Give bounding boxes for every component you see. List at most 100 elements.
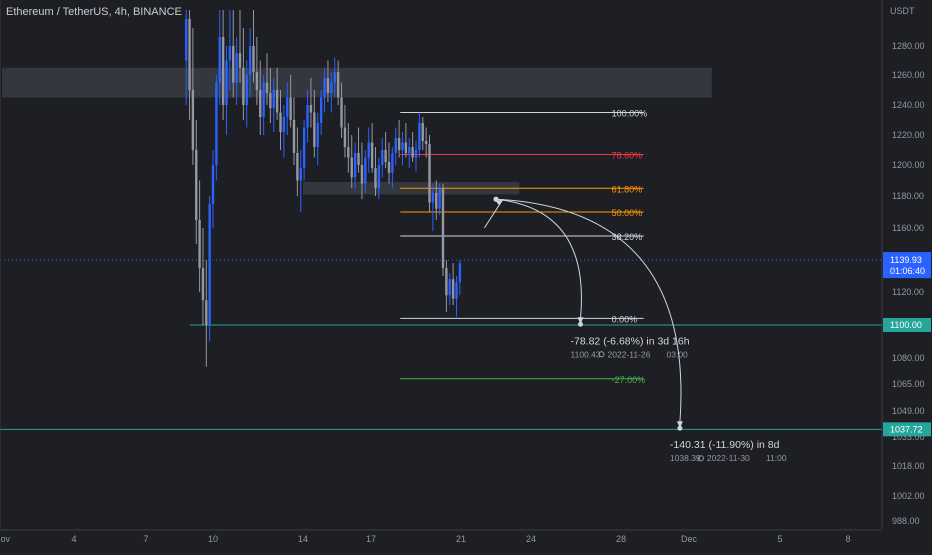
candle-body-51 <box>357 153 360 165</box>
x-tick-11: 8 <box>845 534 850 544</box>
projection-arrowhead-0 <box>577 317 584 325</box>
candle-body-8 <box>211 165 215 204</box>
candle-body-6 <box>205 300 208 325</box>
fib-label-3: 50.00% <box>612 208 643 218</box>
x-tick-5: 17 <box>366 534 376 544</box>
y-tick-1: 1260.00 <box>892 70 925 80</box>
y-tick-11: 1065.00 <box>892 379 925 389</box>
y-tick-16: 988.00 <box>892 516 920 526</box>
candle-body-67 <box>411 147 414 158</box>
projection-end-dot-1 <box>677 425 683 431</box>
candle-body-57 <box>377 165 381 189</box>
candle-body-22 <box>259 90 262 117</box>
level-badge-text-0: 1100.00 <box>890 320 922 330</box>
y-tick-15: 1002.00 <box>892 491 925 501</box>
candle-body-52 <box>360 165 364 184</box>
fib-label-1: 78.60% <box>612 151 643 161</box>
level-badge-text-1: 1037.72 <box>890 424 923 434</box>
candle-body-63 <box>397 138 401 150</box>
candle-body-39 <box>316 123 319 147</box>
candle-body-78 <box>448 279 451 296</box>
candle-body-9 <box>215 82 218 165</box>
candle-body-74 <box>435 192 438 209</box>
candle-body-54 <box>367 142 370 158</box>
candle-body-23 <box>262 82 265 117</box>
y-tick-4: 1200.00 <box>892 160 925 170</box>
fib-label-5: 0.00% <box>612 314 638 324</box>
candle-body-64 <box>401 142 404 150</box>
fib-label-2: 61.80% <box>612 184 643 194</box>
candle-body-30 <box>286 97 289 117</box>
candle-body-29 <box>282 117 286 132</box>
candle-body-47 <box>343 127 347 147</box>
x-tick-6: 21 <box>456 534 466 544</box>
projection-price-0: 1100.43 <box>571 349 601 359</box>
candle-body-1 <box>188 19 191 90</box>
candle-body-44 <box>333 72 336 83</box>
candle-body-15 <box>235 53 238 83</box>
candle-body-45 <box>336 72 340 98</box>
candle-body-10 <box>218 37 221 83</box>
x-tick-7: 24 <box>526 534 536 544</box>
candle-body-66 <box>408 147 411 153</box>
y-tick-3: 1220.00 <box>892 130 925 140</box>
candle-body-35 <box>302 127 306 169</box>
candle-body-21 <box>255 72 259 90</box>
x-tick-1: 4 <box>71 534 76 544</box>
current-price-value: 1139.93 <box>890 255 922 265</box>
candle-body-4 <box>198 220 201 268</box>
projection-arrowhead-1 <box>676 421 683 429</box>
candle-body-38 <box>313 112 316 147</box>
y-tick-5: 1180.00 <box>892 191 924 201</box>
candle-body-76 <box>441 188 445 268</box>
candle-body-61 <box>391 153 394 173</box>
candle-body-0 <box>185 19 188 61</box>
fib-label-6: -27.00% <box>612 375 646 385</box>
candle-body-43 <box>330 82 333 93</box>
candle-body-26 <box>272 90 275 108</box>
candle-body-25 <box>269 93 272 108</box>
x-tick-4: 14 <box>298 534 308 544</box>
chart-title: Ethereum / TetherUS, 4h, BINANCE <box>6 6 182 18</box>
candle-body-81 <box>458 263 462 283</box>
candle-body-34 <box>299 168 302 181</box>
candle-body-27 <box>275 90 279 113</box>
candle-body-40 <box>319 97 323 123</box>
candle-body-3 <box>195 150 198 220</box>
candle-body-37 <box>309 105 313 113</box>
candle-body-7 <box>208 204 211 325</box>
candle-body-77 <box>445 268 448 296</box>
current-price-countdown: 01:06:40 <box>890 266 925 276</box>
projection-arc-0 <box>495 198 582 319</box>
candle-body-59 <box>384 150 387 162</box>
candle-body-11 <box>221 37 225 105</box>
currency-label: USDT <box>890 6 915 16</box>
projection-time-0: 03:00 <box>667 349 689 359</box>
candle-body-12 <box>225 60 228 105</box>
candle-body-31 <box>289 97 292 120</box>
candle-body-24 <box>265 82 269 93</box>
candle-body-17 <box>242 67 245 105</box>
current-price-badge <box>883 252 931 279</box>
y-tick-6: 1160.00 <box>892 223 924 233</box>
direction-arrow <box>483 198 504 229</box>
candle-body-48 <box>347 147 350 158</box>
projection-text-1: -140.31 (-11.90%) in 8d <box>670 439 780 451</box>
level-badge-0 <box>883 318 931 332</box>
candle-body-60 <box>387 162 391 173</box>
candle-body-32 <box>292 120 296 153</box>
projection-date-0: 2022-11-26 <box>608 349 651 359</box>
x-tick-10: 5 <box>777 534 782 544</box>
x-tick-8: 28 <box>616 534 626 544</box>
projection-start-dot-1 <box>493 196 499 202</box>
y-tick-13: 1033.00 <box>892 432 925 442</box>
candle-body-56 <box>374 168 377 189</box>
y-tick-12: 1049.00 <box>892 406 925 416</box>
clock-icon-1 <box>697 455 704 462</box>
time-axis-background <box>0 530 932 550</box>
candle-body-41 <box>323 78 326 98</box>
x-tick-9: Dec <box>681 534 698 544</box>
x-tick-2: 7 <box>143 534 148 544</box>
